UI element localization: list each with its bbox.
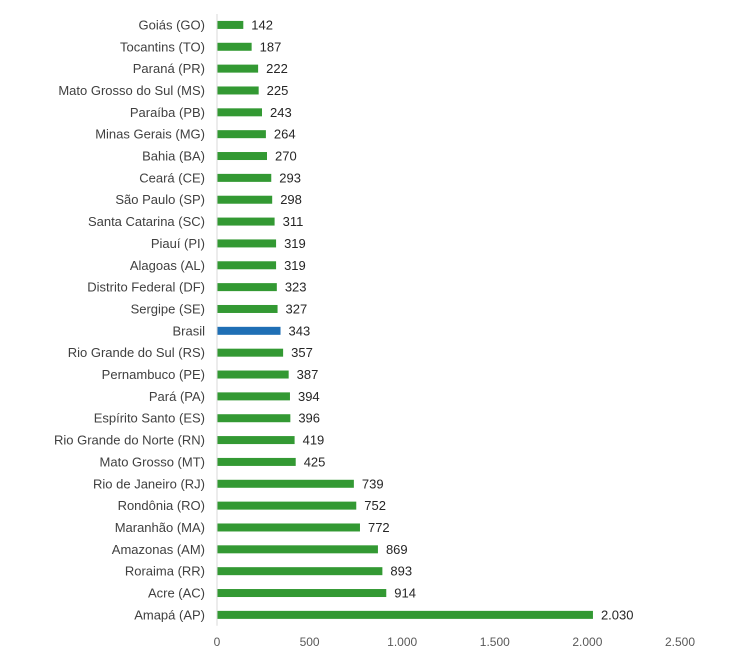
value-label-espirito-santo-es: 396 bbox=[298, 411, 320, 426]
x-tick-label: 2.500 bbox=[665, 635, 695, 649]
bar-roraima-rr bbox=[217, 567, 383, 576]
value-label-paraiba-pb: 243 bbox=[270, 105, 292, 120]
bar-minas-gerais-mg bbox=[217, 130, 266, 139]
bar-mato-grosso-do-sul-ms bbox=[217, 86, 259, 95]
value-label-alagoas-al: 319 bbox=[284, 258, 306, 273]
value-label-sergipe-se: 327 bbox=[286, 301, 308, 316]
value-label-brasil: 343 bbox=[289, 323, 311, 338]
value-label-acre-ac: 914 bbox=[394, 586, 416, 601]
value-label-amazonas-am: 869 bbox=[386, 542, 408, 557]
value-label-amapa-ap: 2.030 bbox=[601, 607, 634, 622]
category-label-mato-grosso-do-sul-ms: Mato Grosso do Sul (MS) bbox=[58, 83, 205, 98]
category-label-ceara-ce: Ceará (CE) bbox=[139, 170, 205, 185]
category-label-bahia-ba: Bahia (BA) bbox=[142, 149, 205, 164]
category-label-espirito-santo-es: Espírito Santo (ES) bbox=[94, 411, 205, 426]
category-label-paraiba-pb: Paraíba (PB) bbox=[130, 105, 205, 120]
value-labels-group: 142 187 222 225 243 264 270 293 298 311 319 319 323 3… bbox=[251, 17, 633, 622]
bar-sao-paulo-sp bbox=[217, 195, 273, 204]
value-label-rio-grande-do-sul-rs: 357 bbox=[291, 345, 313, 360]
category-label-piaui-pi: Piauí (PI) bbox=[151, 236, 205, 251]
category-label-alagoas-al: Alagoas (AL) bbox=[130, 258, 205, 273]
bar-alagoas-al bbox=[217, 261, 277, 270]
x-tick-label: 0 bbox=[214, 635, 221, 649]
bar-goias-go bbox=[217, 20, 244, 29]
bar-bahia-ba bbox=[217, 152, 268, 161]
bar-para-pa bbox=[217, 392, 290, 401]
value-label-mato-grosso-mt: 425 bbox=[304, 454, 326, 469]
x-tick-label: 1.500 bbox=[480, 635, 510, 649]
x-tick-label: 2.000 bbox=[572, 635, 602, 649]
value-label-santa-catarina-sc: 311 bbox=[283, 214, 304, 229]
category-label-distrito-federal-df: Distrito Federal (DF) bbox=[87, 280, 205, 295]
bar-pernambuco-pe bbox=[217, 370, 289, 379]
category-label-amapa-ap: Amapá (AP) bbox=[134, 607, 205, 622]
bar-espirito-santo-es bbox=[217, 414, 291, 423]
bars-group bbox=[217, 20, 593, 619]
value-label-mato-grosso-do-sul-ms: 225 bbox=[267, 83, 289, 98]
bar-tocantins-to bbox=[217, 42, 252, 51]
value-label-goias-go: 142 bbox=[251, 17, 273, 32]
bar-brasil bbox=[217, 326, 281, 335]
bar-parana-pr bbox=[217, 64, 259, 73]
value-label-parana-pr: 222 bbox=[266, 61, 288, 76]
category-label-para-pa: Pará (PA) bbox=[149, 389, 205, 404]
value-label-rio-de-janeiro-rj: 739 bbox=[362, 476, 384, 491]
category-label-pernambuco-pe: Pernambuco (PE) bbox=[102, 367, 205, 382]
x-tick-labels-group: 0 500 1.000 1.500 2.000 2.500 bbox=[214, 635, 696, 649]
category-label-roraima-rr: Roraima (RR) bbox=[125, 564, 205, 579]
category-label-mato-grosso-mt: Mato Grosso (MT) bbox=[100, 454, 205, 469]
category-label-santa-catarina-sc: Santa Catarina (SC) bbox=[88, 214, 205, 229]
category-label-acre-ac: Acre (AC) bbox=[148, 586, 205, 601]
category-label-tocantins-to: Tocantins (TO) bbox=[120, 39, 205, 54]
value-label-tocantins-to: 187 bbox=[260, 39, 282, 54]
value-label-piaui-pi: 319 bbox=[284, 236, 306, 251]
value-label-ceara-ce: 293 bbox=[279, 170, 301, 185]
bar-ceara-ce bbox=[217, 173, 272, 182]
bar-rio-grande-do-sul-rs bbox=[217, 348, 284, 357]
category-label-rondonia-ro: Rondônia (RO) bbox=[118, 498, 205, 513]
category-label-rio-grande-do-norte-rn: Rio Grande do Norte (RN) bbox=[54, 433, 205, 448]
value-label-roraima-rr: 893 bbox=[390, 564, 412, 579]
category-label-sao-paulo-sp: São Paulo (SP) bbox=[115, 192, 205, 207]
category-label-maranhao-ma: Maranhão (MA) bbox=[115, 520, 205, 535]
category-label-goias-go: Goiás (GO) bbox=[139, 17, 205, 32]
value-label-minas-gerais-mg: 264 bbox=[274, 127, 296, 142]
bar-amazonas-am bbox=[217, 545, 378, 554]
category-label-brasil: Brasil bbox=[172, 323, 205, 338]
value-label-distrito-federal-df: 323 bbox=[285, 280, 307, 295]
bar-rio-de-janeiro-rj bbox=[217, 479, 354, 488]
category-label-sergipe-se: Sergipe (SE) bbox=[131, 301, 205, 316]
bar-amapa-ap bbox=[217, 610, 593, 619]
bar-acre-ac bbox=[217, 589, 387, 598]
category-label-parana-pr: Paraná (PR) bbox=[133, 61, 205, 76]
bar-mato-grosso-mt bbox=[217, 457, 296, 466]
bar-piaui-pi bbox=[217, 239, 277, 248]
bar-rio-grande-do-norte-rn bbox=[217, 436, 295, 445]
category-label-rio-de-janeiro-rj: Rio de Janeiro (RJ) bbox=[93, 476, 205, 491]
category-labels-group: Goiás (GO) Tocantins (TO) Paraná (PR) Mato … bbox=[54, 17, 205, 622]
category-label-minas-gerais-mg: Minas Gerais (MG) bbox=[95, 127, 205, 142]
value-label-para-pa: 394 bbox=[298, 389, 320, 404]
value-label-sao-paulo-sp: 298 bbox=[280, 192, 302, 207]
bar-santa-catarina-sc bbox=[217, 217, 275, 226]
bar-sergipe-se bbox=[217, 304, 278, 313]
x-tick-label: 1.000 bbox=[387, 635, 417, 649]
bar-rondonia-ro bbox=[217, 501, 357, 510]
category-label-rio-grande-do-sul-rs: Rio Grande do Sul (RS) bbox=[68, 345, 205, 360]
value-label-rio-grande-do-norte-rn: 419 bbox=[303, 433, 325, 448]
bar-paraiba-pb bbox=[217, 108, 263, 117]
value-label-pernambuco-pe: 387 bbox=[297, 367, 319, 382]
value-label-maranhao-ma: 772 bbox=[368, 520, 390, 535]
bar-maranhao-ma bbox=[217, 523, 360, 532]
value-label-rondonia-ro: 752 bbox=[364, 498, 386, 513]
bar-distrito-federal-df bbox=[217, 283, 277, 292]
value-label-bahia-ba: 270 bbox=[275, 149, 297, 164]
category-label-amazonas-am: Amazonas (AM) bbox=[112, 542, 205, 557]
x-tick-label: 500 bbox=[300, 635, 320, 649]
